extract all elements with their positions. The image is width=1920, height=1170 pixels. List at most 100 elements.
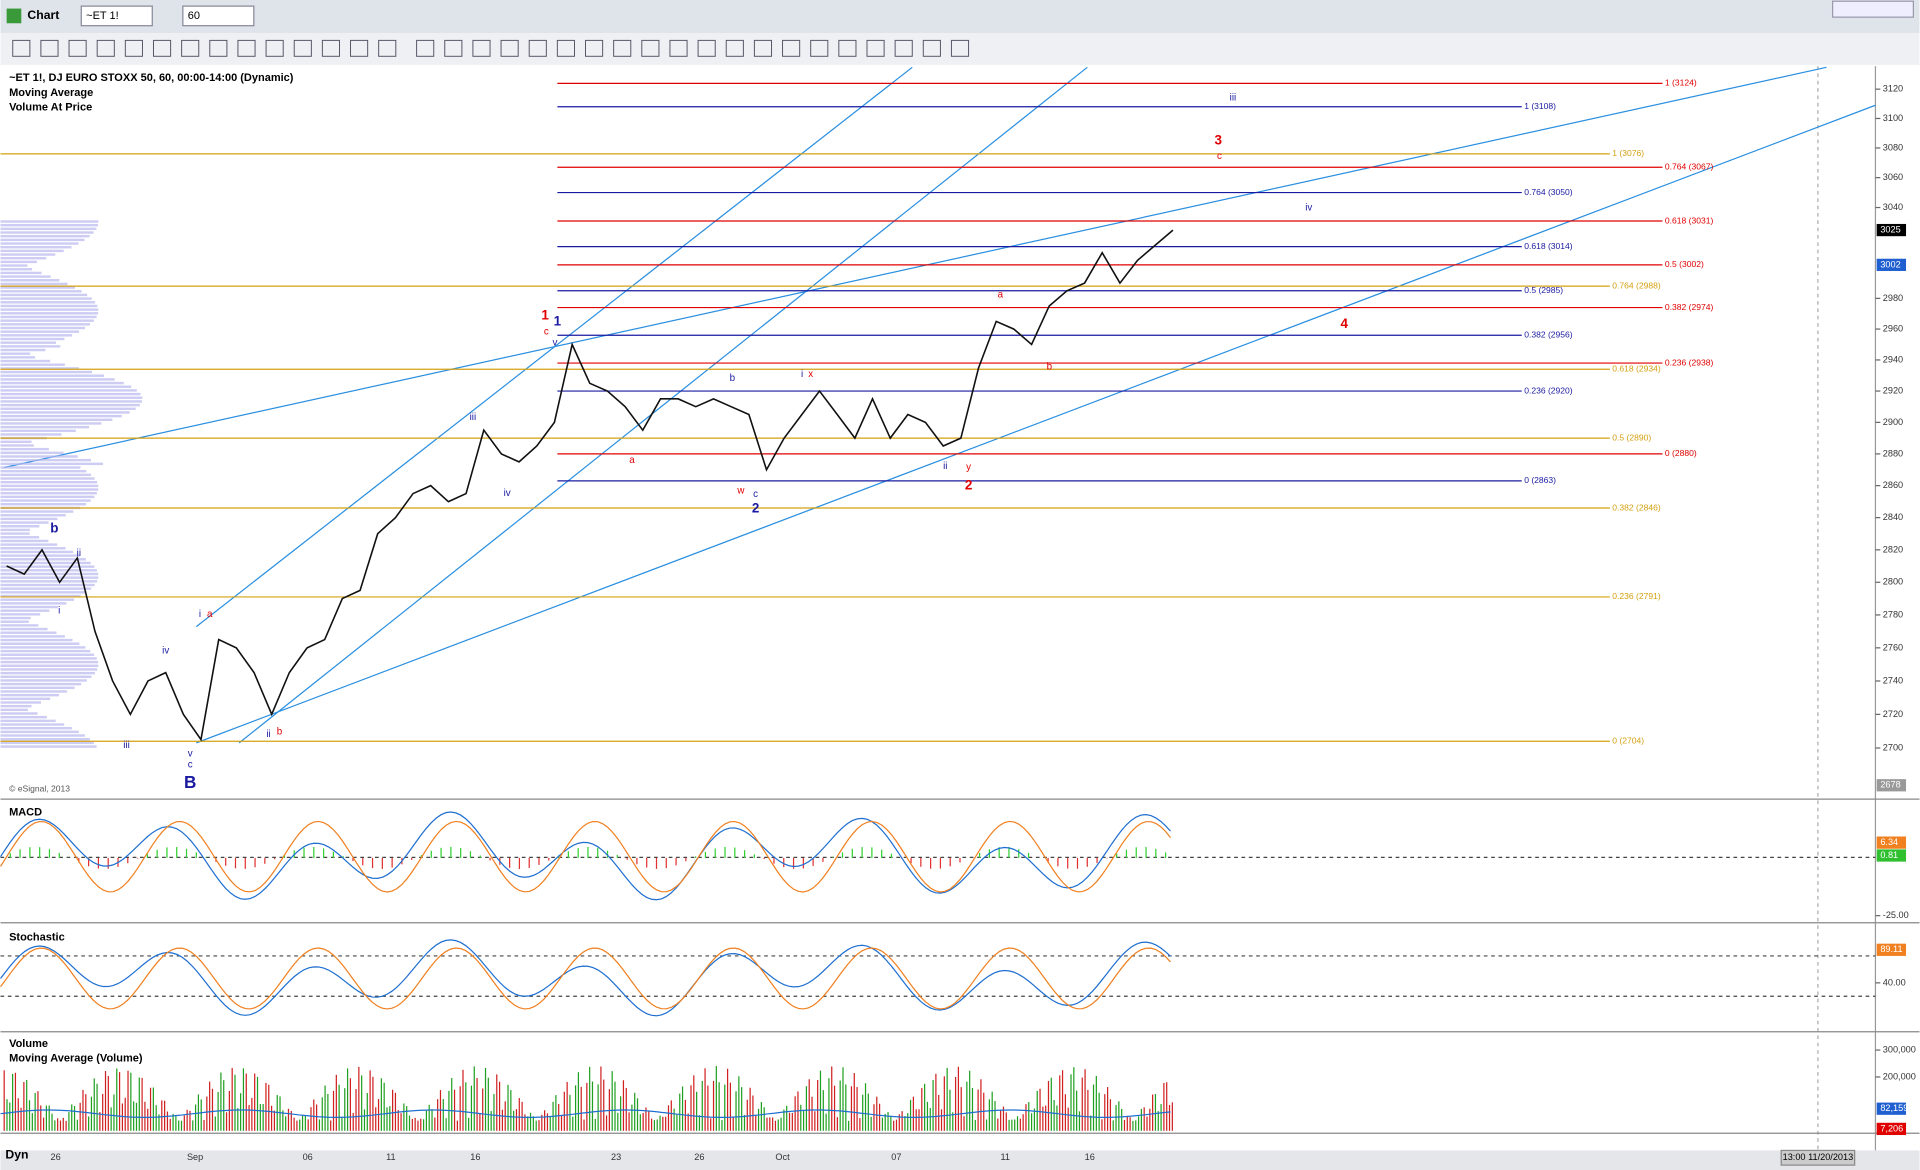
volume-at-price xyxy=(0,528,30,532)
tool-icon[interactable] xyxy=(641,39,660,57)
tool-icon[interactable] xyxy=(321,39,340,57)
tool-icon[interactable] xyxy=(725,39,744,57)
fib-label: 0 (2704) xyxy=(1612,736,1644,746)
tool-icon[interactable] xyxy=(378,39,397,57)
value-tag xyxy=(1876,1122,1907,1136)
volume-at-price xyxy=(0,536,40,539)
tool-icon[interactable] xyxy=(922,39,941,57)
volume-at-price xyxy=(0,381,124,385)
y-tick-label: 300,000 xyxy=(1883,1044,1916,1054)
tool-icon[interactable] xyxy=(782,39,801,57)
wave-label: iv xyxy=(1305,203,1312,214)
volume-at-price xyxy=(0,315,97,319)
tool-icon[interactable] xyxy=(350,39,369,57)
volume-at-price xyxy=(0,491,97,495)
value-tag-label: 82,159 xyxy=(1880,1103,1908,1113)
volume-at-price xyxy=(0,616,31,620)
volume-at-price xyxy=(0,341,56,344)
volume-at-price xyxy=(0,565,95,568)
volume-ma xyxy=(0,1109,1171,1118)
wave-label: ii xyxy=(266,729,270,740)
wave-label: 4 xyxy=(1341,316,1349,331)
wave-label: B xyxy=(184,772,196,792)
volume-at-price xyxy=(0,745,97,748)
tool-icon[interactable] xyxy=(556,39,575,57)
tool-icon[interactable] xyxy=(585,39,604,57)
tool-icon[interactable] xyxy=(293,39,312,57)
tool-icon[interactable] xyxy=(950,39,970,57)
volume-at-price xyxy=(0,466,81,469)
wave-label: c xyxy=(753,489,758,500)
volume-at-price xyxy=(0,308,99,311)
volume-at-price xyxy=(0,510,74,513)
y-tick-label: 2700 xyxy=(1883,742,1903,752)
wave-label: b xyxy=(277,726,283,737)
tool-icon[interactable] xyxy=(753,39,773,57)
tool-icon[interactable] xyxy=(472,39,491,57)
volume-at-price xyxy=(0,712,38,715)
time-axis xyxy=(0,1150,1920,1170)
tool-icon[interactable] xyxy=(810,39,829,57)
interval-input[interactable] xyxy=(182,5,255,27)
tool-icon[interactable] xyxy=(124,39,143,57)
volume-at-price xyxy=(0,499,91,502)
volume-at-price xyxy=(0,231,94,234)
volume-at-price xyxy=(0,477,95,480)
volume-at-price xyxy=(0,631,57,634)
volume-at-price xyxy=(0,345,61,348)
price-tag-label: 2678 xyxy=(1880,780,1900,790)
volume-at-price xyxy=(0,257,47,260)
tool-icon[interactable] xyxy=(237,39,256,57)
tool-icon[interactable] xyxy=(866,39,885,57)
timestamp-box xyxy=(1780,1149,1856,1166)
interval-text: 60 xyxy=(188,10,200,22)
tool-icon[interactable] xyxy=(669,39,688,57)
volume-at-price xyxy=(0,495,95,499)
tool-icon[interactable] xyxy=(152,39,172,57)
wave-label: a xyxy=(207,609,213,620)
volume-at-price xyxy=(0,594,81,598)
tool-icon[interactable] xyxy=(500,39,519,57)
symbol-input[interactable] xyxy=(80,5,153,27)
volume-at-price xyxy=(0,440,32,444)
volume-at-price xyxy=(0,374,105,377)
oscillator-line xyxy=(0,811,1171,901)
tool-icon[interactable] xyxy=(209,39,228,57)
value-tag-label: 7,206 xyxy=(1880,1123,1903,1133)
tool-icon[interactable] xyxy=(96,39,115,57)
pane-title: Volume xyxy=(9,1038,48,1050)
volume-at-price xyxy=(0,425,90,429)
status: Dyn xyxy=(5,1148,28,1162)
volume-at-price xyxy=(0,576,99,579)
y-tick-label: 2800 xyxy=(1883,577,1903,587)
tool-icon[interactable] xyxy=(444,39,463,57)
price-line xyxy=(6,229,1174,742)
fib-label: 0.5 (2985) xyxy=(1524,285,1563,295)
y-tick-label: 200,000 xyxy=(1883,1071,1916,1081)
tool-icon[interactable] xyxy=(40,39,59,57)
legend-vap: Volume At Price xyxy=(9,102,92,114)
tool-icon[interactable] xyxy=(838,39,857,57)
window-buttons[interactable] xyxy=(1831,0,1914,18)
volume-at-price xyxy=(0,488,99,491)
fib-label: 0.236 (2791) xyxy=(1612,591,1661,601)
fib-label: 0.5 (2890) xyxy=(1612,432,1651,442)
tool-icon[interactable] xyxy=(697,39,716,57)
tool-icon[interactable] xyxy=(12,39,31,57)
volume-at-price xyxy=(0,367,79,370)
tool-icon[interactable] xyxy=(181,39,200,57)
wave-label: c xyxy=(1217,151,1222,162)
volume-at-price xyxy=(0,653,95,656)
x-tick-label: 07 xyxy=(891,1152,901,1162)
wave-label: 3 xyxy=(1214,132,1221,147)
y-tick-label: 2740 xyxy=(1883,675,1903,685)
volume-at-price xyxy=(0,348,46,352)
volume-at-price xyxy=(0,271,42,275)
y-tick-label: 3080 xyxy=(1883,142,1903,152)
tool-icon[interactable] xyxy=(416,39,435,57)
tool-icon[interactable] xyxy=(528,39,547,57)
tool-icon[interactable] xyxy=(265,39,284,57)
tool-icon[interactable] xyxy=(613,39,632,57)
tool-icon[interactable] xyxy=(894,39,913,57)
tool-icon[interactable] xyxy=(68,39,87,57)
